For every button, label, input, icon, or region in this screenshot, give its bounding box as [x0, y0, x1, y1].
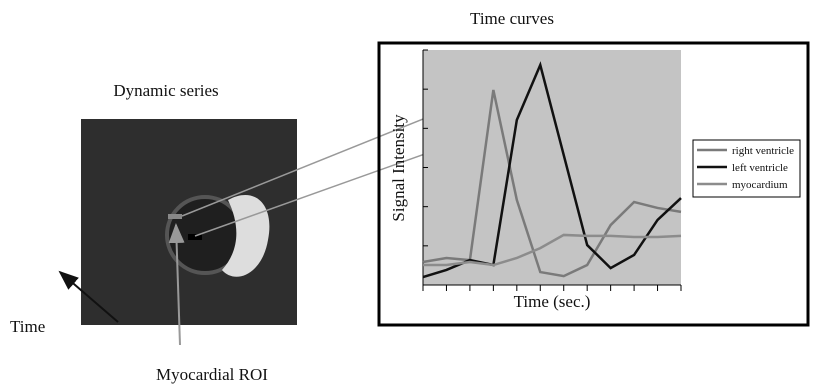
figure: Dynamic series Time Myocardial ROI Time …	[0, 0, 816, 388]
x-axis-label: Time (sec.)	[514, 292, 591, 311]
chart-title: Time curves	[470, 9, 554, 28]
time-label: Time	[10, 317, 45, 336]
plot-area	[423, 50, 681, 285]
legend-label: left ventricle	[732, 162, 788, 174]
roi-label: Myocardial ROI	[156, 365, 268, 384]
y-axis-label: Signal Intensity	[389, 114, 408, 222]
legend-label: myocardium	[732, 179, 788, 191]
image-stack	[80, 118, 298, 326]
stack-title: Dynamic series	[113, 81, 218, 100]
legend-label: right ventricle	[732, 145, 794, 157]
